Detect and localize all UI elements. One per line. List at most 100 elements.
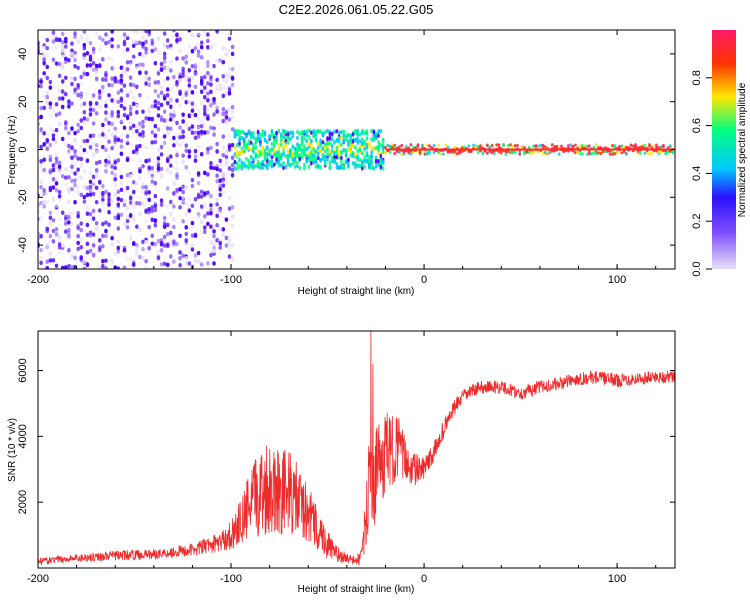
spectrogram-cell xyxy=(291,134,295,139)
spectrogram-cell xyxy=(310,156,313,161)
spectrogram-cell xyxy=(165,262,170,268)
spectrogram-cell xyxy=(238,150,241,156)
spectrogram-cell xyxy=(206,45,210,50)
spectrogram-cell xyxy=(523,151,526,156)
spectrogram-cell xyxy=(45,131,50,136)
spectrogram-cell xyxy=(88,171,93,176)
spectrogram-cell xyxy=(625,151,628,155)
spectrogram-cell xyxy=(110,44,114,49)
spectrogram-cell xyxy=(70,81,74,87)
spectrogram-cell xyxy=(365,145,369,150)
spectrogram-cell xyxy=(587,144,591,148)
spectrogram-cell xyxy=(268,148,271,154)
spectrogram-cell xyxy=(82,259,87,265)
spectrogram-cell xyxy=(277,146,281,151)
spectrogram-cell xyxy=(122,39,127,44)
spectrogram-cell xyxy=(212,97,216,103)
spectrogram-cell xyxy=(51,177,56,182)
spectrogram-cell xyxy=(277,163,281,168)
spectrogram-cell xyxy=(135,84,139,89)
spectrogram-cell xyxy=(128,104,133,110)
spectrogram-cell xyxy=(70,221,74,227)
spectrogram-cell xyxy=(423,152,427,156)
spectrogram-cell xyxy=(650,151,654,155)
spectrogram-cell xyxy=(153,223,158,228)
spectrogram-cell xyxy=(203,30,207,34)
spectrogram-cell xyxy=(54,112,59,118)
spectrogram-cell xyxy=(60,31,65,36)
spectrogram-cell xyxy=(60,104,65,110)
spectrogram-cell xyxy=(107,160,111,165)
spectrogram-cell xyxy=(88,248,93,254)
spectrogram-cell xyxy=(569,143,573,147)
spectrogram-cell xyxy=(203,225,207,230)
spectrogram-cell xyxy=(279,142,283,147)
spectrogram-cell xyxy=(42,204,46,209)
spectrogram-cell xyxy=(85,241,90,247)
spectrogram-cell xyxy=(73,50,77,56)
spectrogram-cell xyxy=(358,139,362,144)
spectrogram-cell xyxy=(212,108,216,113)
spectrogram-cell xyxy=(159,144,164,150)
spectrogram-cell xyxy=(138,262,142,267)
spectrogram-cell xyxy=(165,38,170,43)
spectrogram-cell xyxy=(266,159,269,164)
spectrogram-cell xyxy=(206,70,210,76)
spectrogram-cell xyxy=(230,257,235,263)
spectrogram-cell xyxy=(576,150,580,154)
spectrogram-cell xyxy=(277,128,281,134)
spectrogram-cell xyxy=(73,199,77,205)
spectrogram-cell xyxy=(604,149,607,154)
spectrogram-cell xyxy=(101,37,105,43)
spectrogram-cell xyxy=(131,101,136,107)
spectrogram-cell xyxy=(48,105,53,110)
spectrogram-cell xyxy=(104,147,108,153)
spectrogram-cell xyxy=(159,90,164,95)
spectrogram-cell xyxy=(165,87,170,92)
spectrogram-cell xyxy=(428,150,431,154)
spectrogram-cell xyxy=(153,80,158,85)
spectrogram-cell xyxy=(91,141,96,147)
spectrogram-cell xyxy=(70,41,74,46)
spectrogram-cell xyxy=(39,134,43,139)
spectrogram-cell xyxy=(284,154,288,159)
colorbar-tick-label: 0.8 xyxy=(691,70,703,85)
spectrogram-cell xyxy=(187,92,192,97)
spectrogram-cell xyxy=(101,129,105,134)
spectrogram-cell xyxy=(116,113,121,119)
snr-x-tick-label: -200 xyxy=(27,573,49,585)
spectrogram-cell xyxy=(206,114,210,119)
spectrogram-cell xyxy=(203,108,207,113)
spectrogram-cell xyxy=(73,182,77,188)
spectrogram-cell xyxy=(101,201,105,206)
spectrogram-cell xyxy=(91,208,96,213)
spectrogram-cell xyxy=(138,167,142,172)
spectrogram-cell xyxy=(57,160,62,165)
spectrogram-cell xyxy=(141,190,145,195)
spectrogram-cell xyxy=(119,73,124,79)
spectrogram-cell xyxy=(190,233,195,238)
spectrogram-cell xyxy=(224,52,229,57)
spectrogram-cell xyxy=(193,232,198,237)
spectrogram-cell xyxy=(122,245,127,251)
spectrogram-cell xyxy=(303,136,306,141)
snr-x-tick-label: 0 xyxy=(421,573,427,585)
spectrogram-cell xyxy=(193,65,198,71)
spectrogram-cell xyxy=(67,149,71,154)
spectrogram-cell xyxy=(233,134,237,139)
spectrogram-cell xyxy=(91,107,96,113)
spectrogram-cell xyxy=(193,196,198,202)
spectrogram-cell xyxy=(240,162,244,168)
spectrogram-cell xyxy=(634,143,637,147)
spectrogram-cell xyxy=(135,147,139,152)
spectrogram-cell xyxy=(135,180,139,186)
spectrogram-cell xyxy=(70,169,74,175)
spectrogram-cell xyxy=(147,246,151,251)
spectrogram-cell xyxy=(218,187,222,192)
spectrogram-cell xyxy=(184,225,189,230)
spectrogram-cell xyxy=(172,82,176,87)
spectrogram-cell xyxy=(122,83,127,88)
spectrogram-cell xyxy=(224,217,229,222)
spectrogram-cell xyxy=(159,67,164,73)
spectrogram-cell xyxy=(128,62,133,67)
